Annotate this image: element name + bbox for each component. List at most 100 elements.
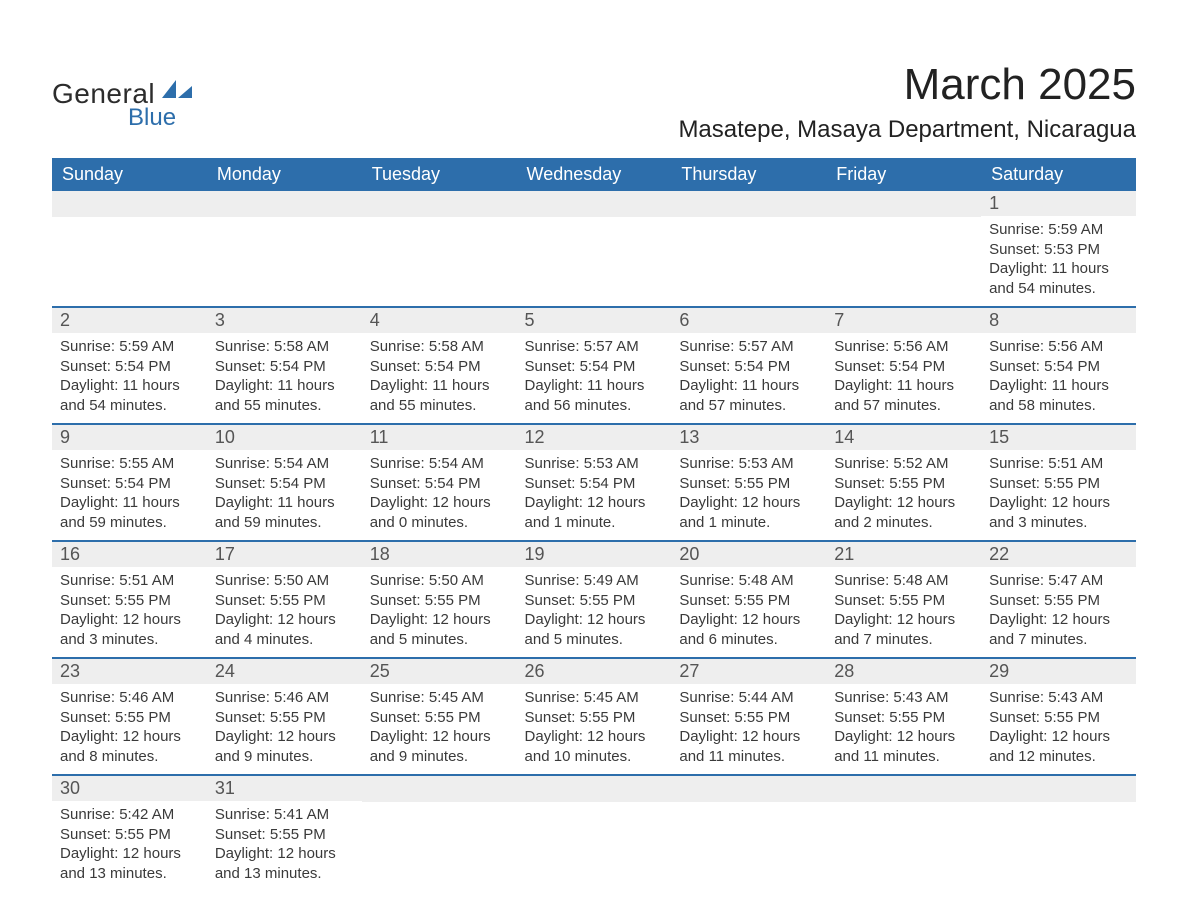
daylight-line: Daylight: 12 hours and 2 minutes. <box>834 493 973 532</box>
sunset-line: Sunset: 5:55 PM <box>215 825 354 845</box>
day-details: Sunrise: 5:59 AMSunset: 5:54 PMDaylight:… <box>52 333 207 423</box>
weekday-header: Wednesday <box>517 158 672 191</box>
day-number <box>207 191 362 217</box>
calendar-day-cell: 1Sunrise: 5:59 AMSunset: 5:53 PMDaylight… <box>981 191 1136 307</box>
sunset-line: Sunset: 5:55 PM <box>370 708 509 728</box>
day-number <box>671 191 826 217</box>
sunrise-line: Sunrise: 5:54 AM <box>215 454 354 474</box>
day-number <box>362 191 517 217</box>
daylight-line: Daylight: 12 hours and 0 minutes. <box>370 493 509 532</box>
sunrise-line: Sunrise: 5:58 AM <box>215 337 354 357</box>
day-number: 7 <box>826 308 981 333</box>
day-number: 21 <box>826 542 981 567</box>
calendar-day-cell: 24Sunrise: 5:46 AMSunset: 5:55 PMDayligh… <box>207 658 362 775</box>
sunrise-line: Sunrise: 5:50 AM <box>215 571 354 591</box>
day-number: 9 <box>52 425 207 450</box>
calendar-day-cell <box>362 775 517 891</box>
daylight-line: Daylight: 12 hours and 5 minutes. <box>370 610 509 649</box>
calendar-day-cell: 9Sunrise: 5:55 AMSunset: 5:54 PMDaylight… <box>52 424 207 541</box>
sunset-line: Sunset: 5:55 PM <box>834 591 973 611</box>
calendar-day-cell: 8Sunrise: 5:56 AMSunset: 5:54 PMDaylight… <box>981 307 1136 424</box>
day-details: Sunrise: 5:47 AMSunset: 5:55 PMDaylight:… <box>981 567 1136 657</box>
sunrise-line: Sunrise: 5:41 AM <box>215 805 354 825</box>
day-number: 15 <box>981 425 1136 450</box>
day-number: 3 <box>207 308 362 333</box>
daylight-line: Daylight: 12 hours and 3 minutes. <box>60 610 199 649</box>
day-number: 23 <box>52 659 207 684</box>
sunrise-line: Sunrise: 5:51 AM <box>989 454 1128 474</box>
daylight-line: Daylight: 12 hours and 7 minutes. <box>834 610 973 649</box>
sunrise-line: Sunrise: 5:44 AM <box>679 688 818 708</box>
day-details: Sunrise: 5:49 AMSunset: 5:55 PMDaylight:… <box>517 567 672 657</box>
day-details: Sunrise: 5:54 AMSunset: 5:54 PMDaylight:… <box>207 450 362 540</box>
calendar-week-row: 9Sunrise: 5:55 AMSunset: 5:54 PMDaylight… <box>52 424 1136 541</box>
daylight-line: Daylight: 11 hours and 55 minutes. <box>215 376 354 415</box>
day-number <box>826 191 981 217</box>
sunset-line: Sunset: 5:54 PM <box>525 474 664 494</box>
daylight-line: Daylight: 12 hours and 9 minutes. <box>215 727 354 766</box>
calendar-day-cell: 30Sunrise: 5:42 AMSunset: 5:55 PMDayligh… <box>52 775 207 891</box>
empty-cell-body <box>207 217 362 295</box>
calendar-week-row: 16Sunrise: 5:51 AMSunset: 5:55 PMDayligh… <box>52 541 1136 658</box>
calendar-day-cell: 7Sunrise: 5:56 AMSunset: 5:54 PMDaylight… <box>826 307 981 424</box>
day-details: Sunrise: 5:52 AMSunset: 5:55 PMDaylight:… <box>826 450 981 540</box>
calendar-day-cell: 31Sunrise: 5:41 AMSunset: 5:55 PMDayligh… <box>207 775 362 891</box>
sunrise-line: Sunrise: 5:45 AM <box>370 688 509 708</box>
day-number: 2 <box>52 308 207 333</box>
sunset-line: Sunset: 5:54 PM <box>989 357 1128 377</box>
calendar-day-cell: 22Sunrise: 5:47 AMSunset: 5:55 PMDayligh… <box>981 541 1136 658</box>
calendar-day-cell: 13Sunrise: 5:53 AMSunset: 5:55 PMDayligh… <box>671 424 826 541</box>
calendar-week-row: 23Sunrise: 5:46 AMSunset: 5:55 PMDayligh… <box>52 658 1136 775</box>
empty-cell-body <box>671 217 826 295</box>
day-details: Sunrise: 5:50 AMSunset: 5:55 PMDaylight:… <box>207 567 362 657</box>
page-header: General Blue March 2025 Masatepe, Masaya… <box>52 60 1136 144</box>
day-details: Sunrise: 5:43 AMSunset: 5:55 PMDaylight:… <box>826 684 981 774</box>
calendar-week-row: 2Sunrise: 5:59 AMSunset: 5:54 PMDaylight… <box>52 307 1136 424</box>
calendar-day-cell <box>981 775 1136 891</box>
day-number: 12 <box>517 425 672 450</box>
day-details: Sunrise: 5:59 AMSunset: 5:53 PMDaylight:… <box>981 216 1136 306</box>
sunset-line: Sunset: 5:54 PM <box>60 474 199 494</box>
sunrise-line: Sunrise: 5:57 AM <box>525 337 664 357</box>
daylight-line: Daylight: 12 hours and 8 minutes. <box>60 727 199 766</box>
empty-cell-body <box>517 217 672 295</box>
daylight-line: Daylight: 11 hours and 54 minutes. <box>60 376 199 415</box>
day-number: 5 <box>517 308 672 333</box>
calendar-week-row: 30Sunrise: 5:42 AMSunset: 5:55 PMDayligh… <box>52 775 1136 891</box>
day-number: 1 <box>981 191 1136 216</box>
logo: General Blue <box>52 78 194 132</box>
sunrise-line: Sunrise: 5:54 AM <box>370 454 509 474</box>
day-number <box>52 191 207 217</box>
calendar-day-cell: 17Sunrise: 5:50 AMSunset: 5:55 PMDayligh… <box>207 541 362 658</box>
daylight-line: Daylight: 12 hours and 7 minutes. <box>989 610 1128 649</box>
sunrise-line: Sunrise: 5:56 AM <box>989 337 1128 357</box>
sunset-line: Sunset: 5:55 PM <box>215 708 354 728</box>
calendar-day-cell: 21Sunrise: 5:48 AMSunset: 5:55 PMDayligh… <box>826 541 981 658</box>
calendar-day-cell <box>826 191 981 307</box>
calendar-day-cell: 10Sunrise: 5:54 AMSunset: 5:54 PMDayligh… <box>207 424 362 541</box>
sunset-line: Sunset: 5:55 PM <box>370 591 509 611</box>
calendar-day-cell <box>671 775 826 891</box>
daylight-line: Daylight: 11 hours and 57 minutes. <box>679 376 818 415</box>
calendar-day-cell: 28Sunrise: 5:43 AMSunset: 5:55 PMDayligh… <box>826 658 981 775</box>
sunset-line: Sunset: 5:54 PM <box>834 357 973 377</box>
sunset-line: Sunset: 5:54 PM <box>370 357 509 377</box>
calendar-day-cell: 18Sunrise: 5:50 AMSunset: 5:55 PMDayligh… <box>362 541 517 658</box>
calendar-day-cell: 23Sunrise: 5:46 AMSunset: 5:55 PMDayligh… <box>52 658 207 775</box>
day-details: Sunrise: 5:45 AMSunset: 5:55 PMDaylight:… <box>362 684 517 774</box>
day-number: 19 <box>517 542 672 567</box>
daylight-line: Daylight: 12 hours and 13 minutes. <box>60 844 199 883</box>
calendar-day-cell <box>671 191 826 307</box>
day-number <box>826 776 981 802</box>
sunrise-line: Sunrise: 5:51 AM <box>60 571 199 591</box>
day-number: 28 <box>826 659 981 684</box>
daylight-line: Daylight: 11 hours and 57 minutes. <box>834 376 973 415</box>
daylight-line: Daylight: 12 hours and 13 minutes. <box>215 844 354 883</box>
day-number <box>981 776 1136 802</box>
title-block: March 2025 Masatepe, Masaya Department, … <box>678 60 1136 144</box>
sunrise-line: Sunrise: 5:43 AM <box>834 688 973 708</box>
weekday-header-row: SundayMondayTuesdayWednesdayThursdayFrid… <box>52 158 1136 191</box>
calendar-day-cell: 19Sunrise: 5:49 AMSunset: 5:55 PMDayligh… <box>517 541 672 658</box>
day-number: 14 <box>826 425 981 450</box>
day-number: 30 <box>52 776 207 801</box>
